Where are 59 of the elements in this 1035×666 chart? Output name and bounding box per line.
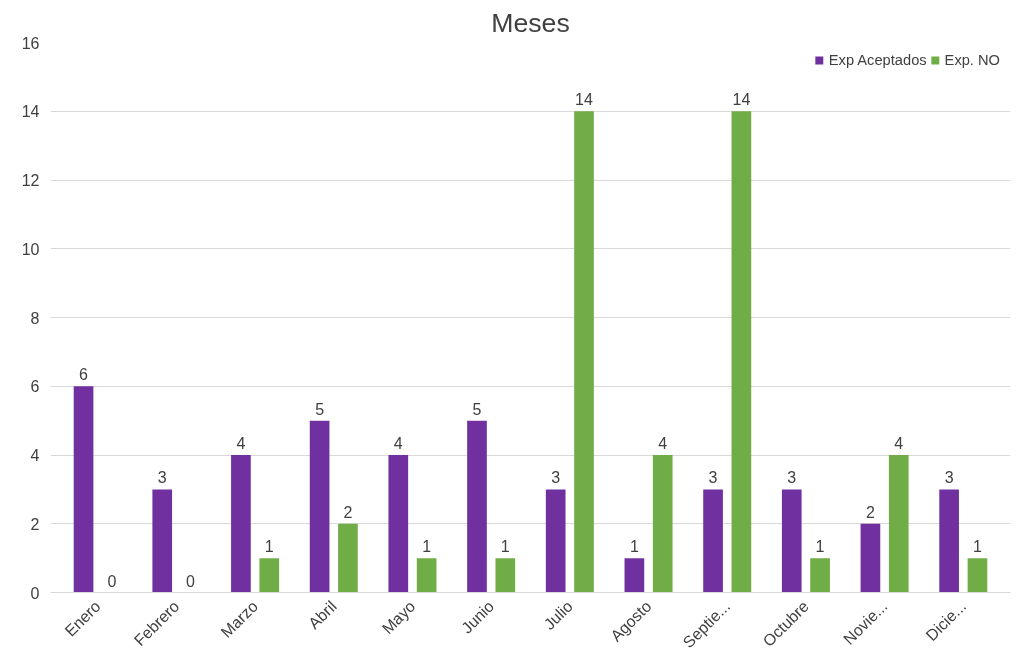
data-label: 14 [732, 91, 751, 109]
y-tick-label: 2 [30, 515, 40, 533]
data-label: 4 [894, 435, 904, 452]
data-label: 6 [79, 366, 89, 384]
data-label: 0 [186, 572, 196, 590]
data-label: 3 [157, 469, 167, 487]
data-label: 1 [500, 538, 510, 556]
bar [416, 558, 437, 593]
bar [888, 455, 909, 593]
y-tick-label: 16 [21, 34, 40, 52]
bar [860, 523, 881, 593]
bar [703, 489, 723, 593]
x-tick-label: Julio [540, 597, 576, 633]
data-label: 3 [708, 469, 718, 487]
bar [467, 420, 487, 593]
y-tick-label: 0 [30, 584, 40, 602]
bar [309, 420, 330, 593]
data-label: 5 [315, 400, 325, 418]
bar [259, 558, 280, 593]
data-label: 4 [393, 435, 403, 452]
data-label: 1 [264, 538, 274, 556]
data-label: 2 [343, 503, 353, 521]
legend-label: Exp Aceptados [828, 52, 927, 68]
bar [731, 111, 752, 593]
bar [338, 523, 358, 593]
data-label: 2 [865, 503, 875, 521]
bar [545, 489, 566, 593]
data-label: 5 [472, 400, 482, 418]
y-tick-label: 8 [30, 309, 40, 327]
bar [73, 386, 94, 593]
data-label: 1 [973, 538, 982, 556]
data-label: 1 [815, 538, 825, 556]
data-label: 4 [236, 435, 246, 452]
data-label: 4 [658, 435, 668, 452]
data-label: 3 [787, 469, 797, 487]
bar [574, 111, 594, 593]
bar [967, 558, 988, 593]
y-tick-label: 6 [30, 378, 40, 396]
data-label: 0 [107, 572, 117, 590]
bar [495, 558, 516, 593]
bar [652, 455, 673, 593]
data-label: 3 [944, 469, 954, 487]
bar [781, 489, 802, 593]
data-label: 14 [575, 91, 594, 109]
bar [388, 455, 409, 593]
data-label: 1 [422, 538, 432, 556]
data-label: 1 [629, 538, 639, 556]
y-tick-label: 10 [21, 240, 40, 258]
y-tick-label: 4 [30, 447, 40, 464]
legend-label: Exp. NO [944, 52, 1000, 68]
data-label: 3 [551, 469, 561, 487]
y-tick-label: 12 [21, 172, 40, 189]
bar [939, 489, 959, 593]
bar [810, 558, 830, 593]
y-tick-label: 14 [21, 103, 40, 121]
chart-title: Meses [491, 7, 570, 38]
bar [231, 455, 251, 593]
bar [152, 489, 173, 593]
bar [624, 558, 645, 593]
